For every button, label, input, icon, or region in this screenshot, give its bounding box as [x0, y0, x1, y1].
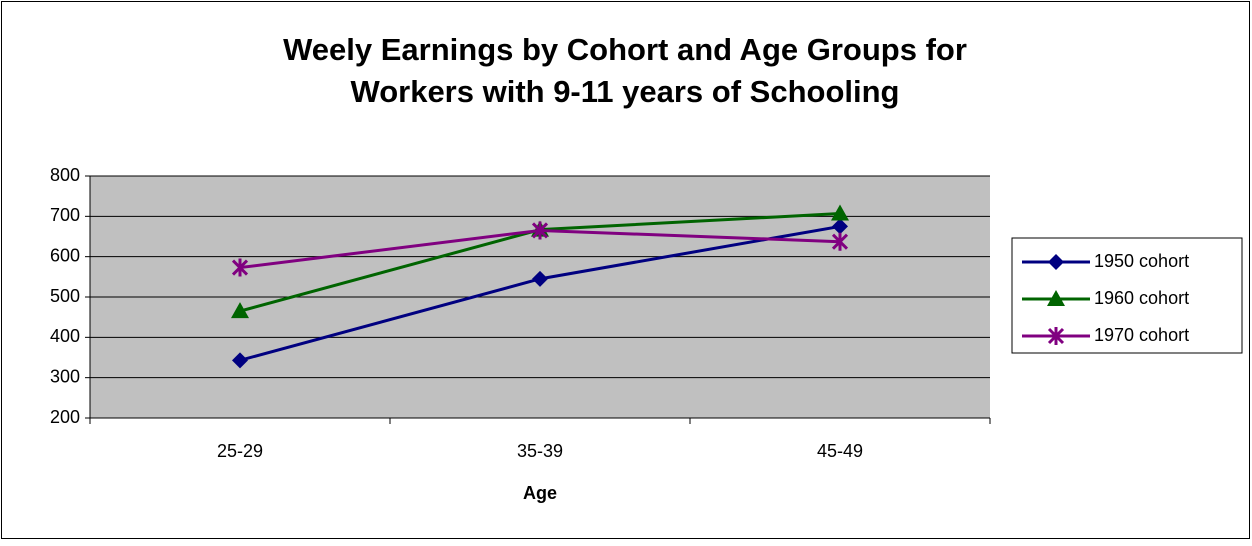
- legend: [1011, 237, 1243, 354]
- y-tick-label: 700: [50, 205, 80, 225]
- legend-label: 1950 cohort: [1094, 251, 1189, 271]
- marker: [231, 302, 249, 319]
- x-tick-label: 45-49: [817, 441, 863, 461]
- y-tick-label: 600: [50, 245, 80, 265]
- x-tick-label: 35-39: [517, 441, 563, 461]
- marker: [532, 270, 548, 287]
- marker: [231, 258, 249, 277]
- y-tick-label: 400: [50, 326, 80, 346]
- chart-title: Weely Earnings by Cohort and Age Groups …: [283, 32, 967, 67]
- marker: [1047, 327, 1065, 345]
- marker: [232, 352, 248, 369]
- legend-label: 1960 cohort: [1094, 288, 1189, 308]
- y-tick-label: 500: [50, 286, 80, 306]
- marker: [831, 232, 849, 251]
- y-tick-label: 200: [50, 407, 80, 427]
- legend-label: 1970 cohort: [1094, 325, 1189, 345]
- marker: [1048, 254, 1064, 270]
- y-tick-label: 300: [50, 366, 80, 386]
- marker: [1047, 290, 1065, 306]
- marker: [531, 221, 549, 240]
- x-tick-label: 25-29: [217, 441, 263, 461]
- marker: [832, 218, 848, 235]
- marker: [831, 204, 849, 221]
- chart-title: Workers with 9-11 years of Schooling: [351, 74, 900, 109]
- x-axis-label: Age: [523, 483, 557, 503]
- y-tick-label: 800: [50, 165, 80, 185]
